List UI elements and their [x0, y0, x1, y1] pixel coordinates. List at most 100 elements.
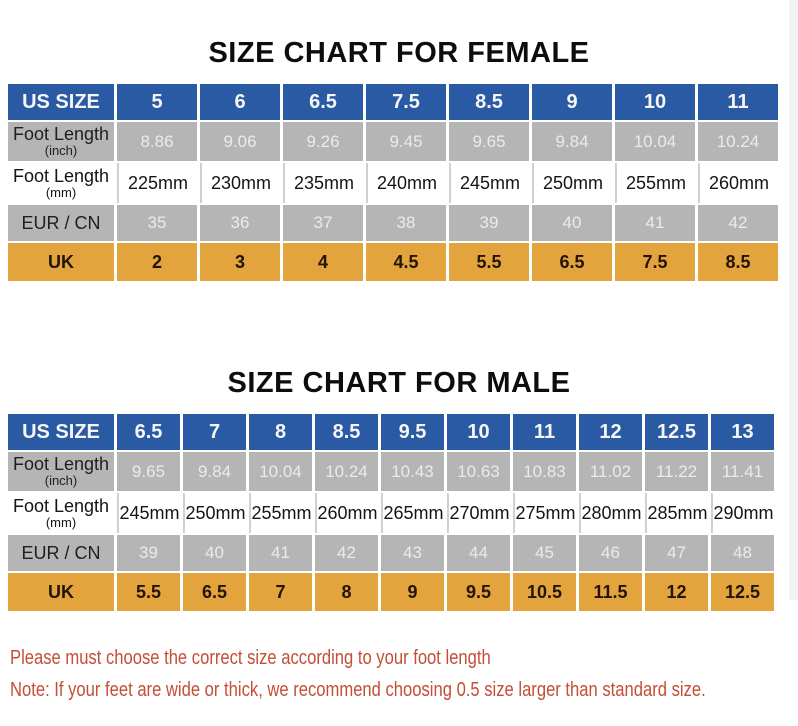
- uk-label: UK: [8, 243, 114, 281]
- table-cell: 3: [200, 243, 280, 281]
- table-cell: 7: [249, 573, 312, 611]
- table-cell: 270mm: [447, 493, 510, 533]
- foot-length-label-text: Foot Length: [12, 165, 110, 186]
- male-uk-row: UK 5.5 6.5 7 8 9 9.5 10.5 11.5 12 12.5: [8, 573, 774, 611]
- page-edge-strip: [789, 0, 798, 600]
- table-cell: 7: [183, 414, 246, 450]
- foot-length-inch-label: Foot Length (inch): [8, 452, 114, 491]
- table-cell: 10.04: [615, 122, 695, 161]
- male-foot-length-inch-row: Foot Length (inch) 9.65 9.84 10.04 10.24…: [8, 452, 774, 491]
- footer-notes: Please must choose the correct size acco…: [0, 646, 798, 703]
- table-cell: 46: [579, 535, 642, 571]
- table-cell: 10.63: [447, 452, 510, 491]
- table-cell: 285mm: [645, 493, 708, 533]
- table-cell: 5.5: [449, 243, 529, 281]
- table-cell: 9.84: [183, 452, 246, 491]
- table-cell: 44: [447, 535, 510, 571]
- foot-length-label-text: Foot Length: [12, 495, 110, 516]
- female-foot-length-mm-row: Foot Length (mm) 225mm 230mm 235mm 240mm…: [8, 163, 778, 203]
- foot-length-mm-label: Foot Length (mm): [8, 163, 114, 203]
- us-size-header-label: US SIZE: [8, 84, 114, 120]
- table-cell: 280mm: [579, 493, 642, 533]
- table-cell: 11.22: [645, 452, 708, 491]
- table-cell: 265mm: [381, 493, 444, 533]
- table-cell: 11: [513, 414, 576, 450]
- table-cell: 40: [183, 535, 246, 571]
- table-cell: 260mm: [315, 493, 378, 533]
- foot-length-unit-mm: (mm): [45, 514, 77, 530]
- table-cell: 11.41: [711, 452, 774, 491]
- table-cell: 10.83: [513, 452, 576, 491]
- table-cell: 9.06: [200, 122, 280, 161]
- table-cell: 7.5: [615, 243, 695, 281]
- table-cell: 39: [449, 205, 529, 241]
- table-cell: 10.04: [249, 452, 312, 491]
- table-cell: 11.02: [579, 452, 642, 491]
- foot-length-mm-label: Foot Length (mm): [8, 493, 114, 533]
- table-cell: 235mm: [283, 163, 363, 203]
- table-cell: 8.5: [315, 414, 378, 450]
- female-eur-cn-row: EUR / CN 35 36 37 38 39 40 41 42: [8, 205, 778, 241]
- table-cell: 6.5: [183, 573, 246, 611]
- table-cell: 11: [698, 84, 778, 120]
- table-cell: 5: [117, 84, 197, 120]
- table-cell: 6.5: [117, 414, 180, 450]
- female-size-table: US SIZE 5 6 6.5 7.5 8.5 9 10 11 Foot Len…: [5, 82, 781, 283]
- table-cell: 9.26: [283, 122, 363, 161]
- table-cell: 12: [645, 573, 708, 611]
- table-cell: 9.65: [449, 122, 529, 161]
- table-cell: 290mm: [711, 493, 774, 533]
- female-chart-title: SIZE CHART FOR FEMALE: [208, 37, 590, 69]
- table-cell: 37: [283, 205, 363, 241]
- table-cell: 255mm: [249, 493, 312, 533]
- table-cell: 45: [513, 535, 576, 571]
- table-cell: 9: [532, 84, 612, 120]
- table-cell: 250mm: [183, 493, 246, 533]
- foot-length-label-text: Foot Length: [12, 454, 110, 474]
- table-cell: 10.24: [315, 452, 378, 491]
- table-cell: 41: [615, 205, 695, 241]
- female-uk-row: UK 2 3 4 4.5 5.5 6.5 7.5 8.5: [8, 243, 778, 281]
- table-cell: 10: [447, 414, 510, 450]
- foot-length-inch-label: Foot Length (inch): [8, 122, 114, 161]
- us-size-header-label: US SIZE: [8, 414, 114, 450]
- table-cell: 13: [711, 414, 774, 450]
- female-us-size-row: US SIZE 5 6 6.5 7.5 8.5 9 10 11: [8, 84, 778, 120]
- foot-length-unit-inch: (inch): [44, 143, 78, 158]
- table-cell: 8.5: [698, 243, 778, 281]
- table-cell: 8.5: [449, 84, 529, 120]
- table-cell: 8: [315, 573, 378, 611]
- table-cell: 9.84: [532, 122, 612, 161]
- table-cell: 245mm: [449, 163, 529, 203]
- table-cell: 260mm: [698, 163, 778, 203]
- table-cell: 11.5: [579, 573, 642, 611]
- table-cell: 39: [117, 535, 180, 571]
- note-line-2: Note: If your feet are wide or thick, we…: [10, 679, 706, 701]
- table-cell: 41: [249, 535, 312, 571]
- table-cell: 2: [117, 243, 197, 281]
- table-cell: 8: [249, 414, 312, 450]
- male-size-table: US SIZE 6.5 7 8 8.5 9.5 10 11 12 12.5 13…: [5, 412, 777, 613]
- table-cell: 35: [117, 205, 197, 241]
- table-cell: 7.5: [366, 84, 446, 120]
- male-chart-title: SIZE CHART FOR MALE: [227, 367, 571, 399]
- male-eur-cn-row: EUR / CN 39 40 41 42 43 44 45 46 47 48: [8, 535, 774, 571]
- table-cell: 5.5: [117, 573, 180, 611]
- table-cell: 6: [200, 84, 280, 120]
- female-foot-length-inch-row: Foot Length (inch) 8.86 9.06 9.26 9.45 9…: [8, 122, 778, 161]
- table-cell: 10: [615, 84, 695, 120]
- eur-cn-label: EUR / CN: [8, 205, 114, 241]
- table-cell: 275mm: [513, 493, 576, 533]
- male-us-size-row: US SIZE 6.5 7 8 8.5 9.5 10 11 12 12.5 13: [8, 414, 774, 450]
- table-cell: 230mm: [200, 163, 280, 203]
- table-cell: 9.45: [366, 122, 446, 161]
- table-cell: 36: [200, 205, 280, 241]
- table-cell: 10.5: [513, 573, 576, 611]
- uk-label: UK: [8, 573, 114, 611]
- table-cell: 6.5: [532, 243, 612, 281]
- foot-length-unit-mm: (mm): [45, 184, 77, 200]
- table-cell: 255mm: [615, 163, 695, 203]
- table-cell: 43: [381, 535, 444, 571]
- table-cell: 240mm: [366, 163, 446, 203]
